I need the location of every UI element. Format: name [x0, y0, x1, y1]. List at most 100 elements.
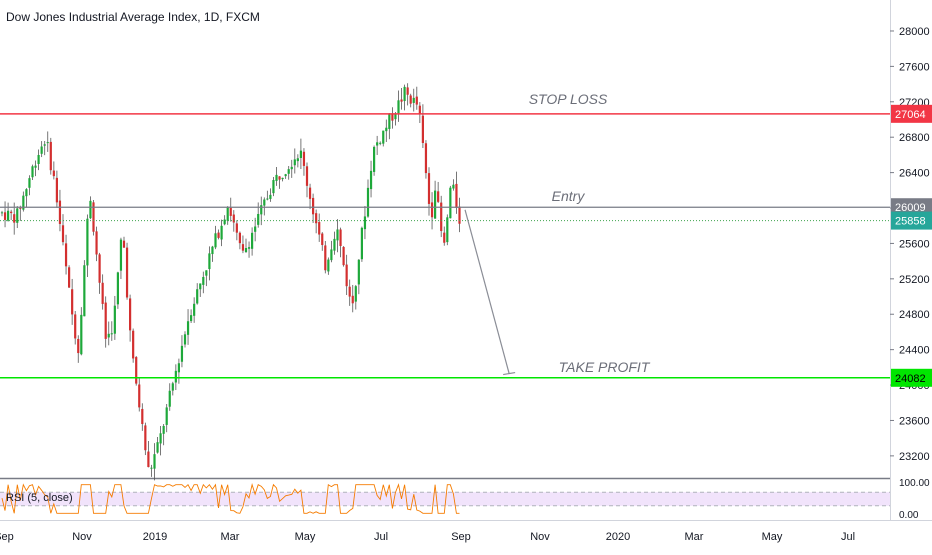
- candle-body: [443, 232, 446, 243]
- candle-body: [7, 210, 10, 221]
- candle-body: [196, 289, 199, 304]
- candle-body: [107, 333, 110, 338]
- candle-body: [25, 189, 28, 197]
- candle-body: [342, 246, 345, 266]
- x-tick-label: Nov: [530, 531, 550, 543]
- x-tick-label: Jul: [374, 531, 388, 543]
- candle-body: [315, 213, 318, 224]
- candle-body: [125, 247, 129, 298]
- candle-body: [348, 286, 351, 297]
- x-tick-label: May: [762, 531, 783, 543]
- x-tick-label: Mar: [221, 531, 240, 543]
- candle-body: [263, 199, 266, 206]
- candle-body: [147, 451, 150, 468]
- candle-body: [418, 105, 421, 115]
- candle-body: [357, 259, 360, 285]
- candle-body: [22, 195, 25, 210]
- candle-body: [321, 233, 324, 246]
- candle-body: [376, 142, 379, 146]
- candle-body: [272, 180, 275, 194]
- trade-arrow: [464, 209, 510, 374]
- candle-body: [424, 143, 428, 174]
- candle-body: [34, 165, 37, 168]
- candle-body: [394, 114, 397, 120]
- candle-body: [385, 127, 388, 132]
- rsi-tick-100: 100.00: [899, 478, 930, 489]
- y-tick-label: 23600: [899, 415, 930, 427]
- candle-body: [275, 174, 278, 181]
- take-profit-badge: 24082: [895, 373, 926, 385]
- candle-body: [293, 159, 296, 166]
- candle-body: [458, 206, 461, 224]
- candle-body: [232, 214, 235, 223]
- candle-body: [43, 144, 46, 146]
- x-tick-label: Sep: [451, 531, 471, 543]
- candle-body: [190, 315, 193, 322]
- candle-body: [80, 314, 83, 355]
- candle-body: [397, 100, 400, 114]
- candle-body: [409, 95, 412, 104]
- candle-body: [318, 222, 321, 235]
- candle-body: [238, 232, 241, 244]
- candle-body: [345, 264, 348, 287]
- candle-body: [223, 219, 226, 225]
- candle-body: [19, 207, 22, 209]
- candle-body: [116, 272, 119, 305]
- candle-body: [168, 390, 171, 407]
- candle-body: [83, 265, 86, 317]
- stop-loss-badge-bg: [891, 104, 932, 123]
- candle-body: [269, 194, 272, 199]
- candle-body: [427, 173, 431, 204]
- rsi-band: [0, 492, 890, 506]
- candle-body: [388, 114, 391, 129]
- candle-body: [244, 248, 248, 253]
- candle-body: [308, 187, 312, 199]
- candle-body: [241, 244, 245, 251]
- take-profit-badge-bg: [891, 368, 932, 387]
- candle-body: [110, 333, 113, 335]
- candle-body: [141, 408, 144, 425]
- candle-body: [98, 254, 101, 283]
- candle-body: [299, 150, 302, 158]
- candle-body: [379, 142, 382, 144]
- candle-body: [421, 115, 424, 143]
- candle-body: [403, 86, 406, 102]
- candle-body: [296, 158, 299, 162]
- candle-body: [415, 96, 418, 105]
- candle-body: [257, 213, 260, 225]
- x-tick-label: May: [295, 531, 316, 543]
- trade-arrow-head: [503, 371, 516, 376]
- candle-body: [52, 170, 55, 177]
- candle-body: [247, 247, 251, 249]
- candle-body: [132, 330, 135, 359]
- y-tick-label: 25600: [899, 238, 930, 250]
- candle-body: [455, 183, 458, 208]
- candle-body: [171, 383, 174, 391]
- candle-body: [55, 177, 58, 203]
- candle-body: [235, 223, 238, 233]
- candle-body: [180, 345, 184, 362]
- candle-body: [13, 214, 16, 223]
- candle-body: [74, 314, 77, 339]
- candle-body: [46, 142, 49, 144]
- candle-body: [95, 231, 98, 255]
- candle-body: [369, 170, 373, 190]
- candle-body: [330, 249, 333, 261]
- candle-body: [104, 302, 107, 339]
- candle-body: [144, 425, 147, 451]
- candle-body: [68, 267, 71, 288]
- candle-body: [205, 270, 208, 276]
- x-tick-label: Sep: [0, 531, 14, 543]
- candle-body: [302, 151, 306, 166]
- candle-body: [305, 166, 309, 186]
- candle-body: [129, 298, 132, 331]
- candle-body: [366, 187, 370, 217]
- candle-body: [251, 232, 254, 249]
- candle-body: [138, 384, 141, 408]
- rsi-label: RSI (5, close): [6, 492, 73, 504]
- candle-body: [89, 200, 92, 219]
- candle-body: [266, 198, 269, 200]
- candle-body: [351, 295, 354, 304]
